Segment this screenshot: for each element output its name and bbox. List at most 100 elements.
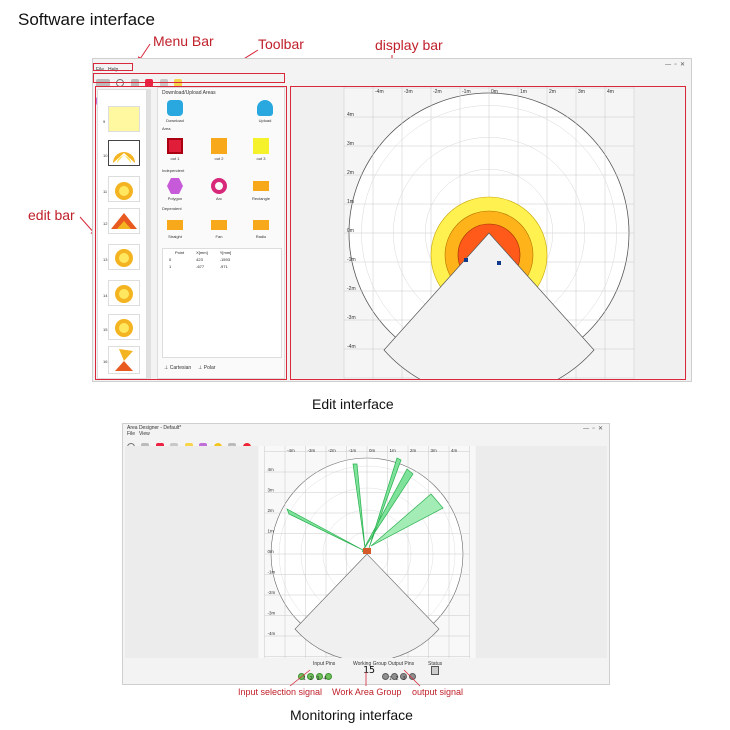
monitor-display[interactable]: -4m -3m -2m -1m 0m 1m 2m 3m 4m 4m 3m 2m 1m 0m -1m -2m -3… [125, 446, 607, 662]
area-thumb-15[interactable]: 15 [103, 314, 140, 340]
upload-button[interactable]: Upload [254, 100, 276, 123]
y-tick-label: 3m [268, 488, 275, 493]
monitor-menu-file[interactable]: File [127, 431, 136, 437]
area-thumb-16[interactable]: 16 [103, 346, 140, 374]
area-thumb-9[interactable]: 9 [103, 106, 140, 132]
download-button[interactable]: Download [164, 100, 186, 123]
edit-plot[interactable]: -4m -3m -2m -1m 0m 1m 2m 3m 4m 4m 3m 2m 1m 0m -1m -2m -3… [291, 87, 687, 398]
edit-bar-outline [95, 86, 287, 380]
straight-tool[interactable]: Straight [164, 216, 186, 239]
page-title: Software interface [18, 10, 156, 29]
y-tick-label: -4m [347, 344, 356, 350]
x-tick-label: -3m [308, 448, 316, 453]
fan-tool[interactable]: Fan [208, 216, 230, 239]
display-area[interactable]: -4m -3m -2m -1m 0m 1m 2m 3m 4m 4m 3m 2m 1m 0m -1m -2m -3… [291, 87, 687, 398]
x-tick-label: 0m [491, 89, 498, 95]
panel-title: Download/Upload Areas [162, 90, 216, 96]
area-thumb-13[interactable]: 13 [103, 244, 140, 270]
polygon-icon [167, 178, 183, 194]
working-group-label: Working Group [353, 661, 387, 667]
x-tick-label: 3m [578, 89, 585, 95]
status-monitor-icon [431, 666, 439, 675]
points-table[interactable]: Point X[mm] Y[mm] 0 423 -1593 1 -677 -971 [162, 248, 282, 358]
area-out-3[interactable]: out 3 [250, 138, 272, 161]
x-tick-label: 1m [520, 89, 527, 95]
radio-tool[interactable]: Radio [250, 216, 272, 239]
menu-bar-outline [93, 63, 133, 71]
monitor-window-controls[interactable]: — ▫ ✕ [583, 426, 603, 432]
areas-label: Area [162, 126, 171, 131]
y-tick-label: 2m [347, 170, 354, 176]
scan-beam [370, 493, 444, 547]
area-thumb-12[interactable]: 12 [103, 208, 140, 234]
display-bar-outline [290, 86, 686, 380]
x-tick-label: 1m [390, 448, 397, 453]
pointer-icon[interactable] [130, 79, 139, 87]
tool-panel: Download/Upload Areas Download Upload Ar… [157, 87, 285, 379]
rectangle-tool[interactable]: Rectangle [250, 178, 272, 201]
list-scrollbar[interactable] [147, 89, 151, 379]
scan-beam [286, 508, 364, 551]
y-tick-label: -3m [268, 611, 276, 616]
pen-icon[interactable] [159, 79, 168, 87]
display-bar-annotation: display bar [375, 37, 443, 53]
area-thumb-10[interactable]: 10 [103, 140, 140, 166]
y-tick-label: 4m [347, 112, 354, 118]
area-thumb-14[interactable]: 14 [103, 280, 140, 306]
x-tick-label: -1m [349, 448, 357, 453]
point-marker [464, 258, 468, 262]
output-pin-numbers: 123 [389, 676, 410, 682]
output-leds [381, 667, 417, 685]
tab-polar[interactable]: ⊥ Polar [198, 365, 216, 371]
x-tick-label: -2m [328, 448, 336, 453]
monitoring-caption: Monitoring interface [290, 707, 413, 723]
x-tick-label: 2m [549, 89, 556, 95]
area-out-1[interactable]: out 1 [164, 138, 186, 161]
edit-bar-annotation: edit bar [28, 207, 75, 223]
toolbar-dropdown[interactable] [96, 79, 110, 87]
table-row[interactable]: 1 -677 -971 [169, 264, 228, 269]
arc-tool[interactable]: Arc [208, 178, 230, 201]
y-tick-label: 3m [347, 141, 354, 147]
monitor-window: Area Designer - Default* — ▫ ✕ File View… [122, 423, 610, 685]
area-out-2[interactable]: out 2 [208, 138, 230, 161]
monitor-plot[interactable]: -4m -3m -2m -1m 0m 1m 2m 3m 4m 4m 3m 2m 1m 0m -1m -2m -3… [125, 446, 607, 662]
y-tick-label: 4m [268, 467, 275, 472]
toolbar-annotation: Toolbar [258, 36, 304, 52]
y-tick-label: -2m [347, 286, 356, 292]
input-pins-label: Input Pins [313, 661, 336, 667]
sensor-icon [363, 548, 371, 554]
menu-bar-annotation: Menu Bar [153, 33, 214, 49]
area-thumb-11[interactable]: 11 [103, 176, 140, 202]
col-point: Point [175, 250, 185, 255]
window-controls[interactable]: — ▫ ✕ [665, 62, 685, 68]
output-signal-annotation: output signal [412, 687, 464, 697]
x-tick-label: 2m [410, 448, 417, 453]
monitor-annotation-arrows [289, 669, 421, 687]
col-x: X[mm] [196, 250, 208, 255]
y-tick-label: 2m [268, 508, 275, 513]
work-area-group-annotation: Work Area Group [332, 687, 402, 697]
status-label: Status [428, 661, 443, 667]
status-bar: Input Pins Working Group Output Pins Sta… [293, 662, 443, 684]
cloud-download-icon [167, 100, 183, 116]
monitor-menu-view[interactable]: View [139, 431, 150, 437]
polygon-tool[interactable]: Polygon [164, 178, 186, 201]
independent-label: Independent [162, 168, 185, 173]
tab-cartesian[interactable]: ⊥ Cartesian [164, 365, 192, 371]
rectangle-icon [253, 181, 269, 191]
y-tick-label: -4m [268, 631, 276, 636]
y-tick-label: -3m [347, 315, 356, 321]
area-list[interactable]: 9 10 11 12 13 14 15 16 [97, 89, 147, 379]
magnet-icon[interactable] [145, 79, 154, 87]
x-tick-label: -2m [433, 89, 442, 95]
monitor-title: Area Designer - Default* [127, 425, 182, 431]
table-row[interactable]: 0 423 -1593 [169, 257, 230, 262]
x-tick-label: -1m [462, 89, 471, 95]
folder-icon[interactable] [174, 79, 183, 87]
input-pin-numbers: 1234 [303, 676, 331, 682]
x-tick-label: 4m [607, 89, 614, 95]
x-tick-label: -4m [287, 448, 295, 453]
scan-beam [368, 457, 402, 549]
straight-icon [167, 220, 183, 230]
